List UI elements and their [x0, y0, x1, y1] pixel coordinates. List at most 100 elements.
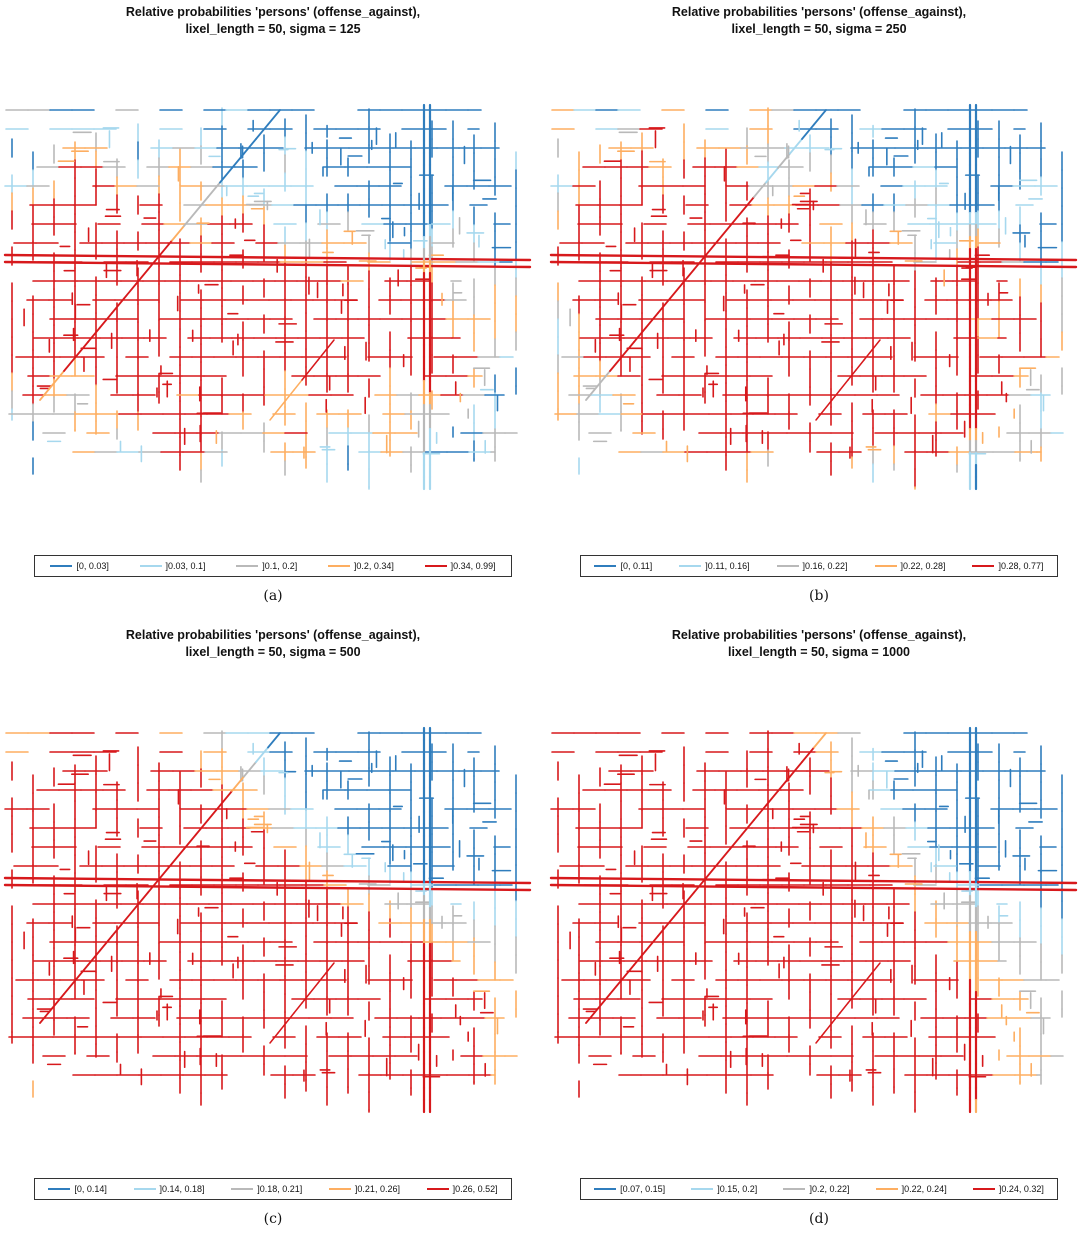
street-segment	[549, 876, 1078, 885]
panel-caption: (a)	[263, 588, 283, 604]
street-segment	[657, 920, 671, 937]
street-segment	[777, 152, 791, 169]
street-segment	[847, 369, 857, 381]
street-segment	[823, 399, 833, 411]
street-segment	[831, 389, 841, 401]
map-legend: [0, 0.14] ]0.14, 0.18] ]0.18, 0.21] ]0.2…	[34, 1178, 512, 1200]
street-segment	[765, 790, 779, 807]
panel-title: Relative probabilities 'persons' (offens…	[0, 4, 546, 38]
panel-title-line2: lixel_length = 50, sigma = 125	[185, 22, 361, 36]
street-segment	[693, 877, 707, 894]
street-segment	[171, 225, 185, 242]
street-segment	[789, 138, 803, 155]
legend-label: ]0.2, 0.22]	[809, 1184, 850, 1194]
legend-entry: ]0.16, 0.22]	[776, 561, 848, 571]
street-segment	[87, 326, 101, 343]
legend-entry: ]0.34, 0.99]	[424, 561, 496, 571]
legend-entry: ]0.14, 0.18]	[133, 1184, 205, 1194]
panel-title-line2: lixel_length = 50, sigma = 250	[731, 22, 907, 36]
legend-entry: ]0.28, 0.77]	[972, 561, 1044, 571]
street-segment	[801, 123, 815, 140]
street-segment	[777, 775, 791, 792]
legend-swatch	[972, 564, 995, 568]
street-segment	[159, 239, 173, 256]
street-segment	[871, 339, 881, 351]
street-segment	[3, 260, 532, 269]
panel-title-line1: Relative probabilities 'persons' (offens…	[671, 628, 967, 642]
legend-swatch	[679, 564, 702, 568]
panel-title: Relative probabilities 'persons' (offens…	[546, 4, 1092, 38]
street-segment	[3, 883, 532, 892]
legend-entry: ]0.22, 0.28]	[874, 561, 946, 571]
map-legend: [0, 0.11] ]0.11, 0.16] ]0.16, 0.22] ]0.2…	[580, 555, 1058, 577]
street-segment	[633, 326, 647, 343]
legend-swatch	[133, 1187, 156, 1191]
street-segment	[717, 848, 731, 865]
street-segment	[219, 167, 233, 184]
street-segment	[681, 268, 695, 285]
street-segment	[681, 891, 695, 908]
street-segment	[135, 268, 149, 285]
street-segment	[645, 312, 659, 329]
panel-caption: (d)	[809, 1211, 829, 1227]
street-network-map	[3, 726, 532, 1114]
legend-entry: [0, 0.03]	[50, 561, 109, 571]
street-segment	[231, 152, 245, 169]
map-panel-d: Relative probabilities 'persons' (offens…	[546, 623, 1092, 1243]
panel-title-line1: Relative probabilities 'persons' (offens…	[125, 5, 421, 19]
panel-title: Relative probabilities 'persons' (offens…	[0, 627, 546, 661]
street-segment	[597, 370, 611, 387]
street-segment	[839, 1002, 849, 1014]
street-segment	[847, 992, 857, 1004]
legend-swatch	[328, 1187, 351, 1191]
legend-entry: ]0.2, 0.22]	[783, 1184, 850, 1194]
panel-title-line1: Relative probabilities 'persons' (offens…	[125, 628, 421, 642]
legend-swatch	[50, 564, 73, 568]
street-segment	[765, 167, 779, 184]
legend-label: ]0.26, 0.52]	[452, 1184, 498, 1194]
legend-swatch	[48, 1187, 71, 1191]
panel-caption: (c)	[263, 1211, 283, 1227]
legend-entry: ]0.15, 0.2]	[691, 1184, 757, 1194]
street-segment	[207, 804, 221, 821]
legend-label: [0, 0.03]	[76, 561, 109, 571]
street-segment	[39, 384, 53, 401]
street-network-map	[549, 726, 1078, 1114]
street-segment	[705, 862, 719, 879]
street-segment	[585, 384, 599, 401]
street-segment	[171, 848, 185, 865]
street-segment	[815, 1032, 825, 1044]
legend-swatch	[231, 1187, 254, 1191]
legend-label: ]0.16, 0.22]	[802, 561, 848, 571]
legend-label: ]0.03, 0.1]	[165, 561, 206, 571]
street-segment	[301, 369, 311, 381]
legend-label: ]0.24, 0.32]	[998, 1184, 1044, 1194]
street-segment	[693, 254, 707, 271]
legend-swatch	[426, 1187, 449, 1191]
street-segment	[863, 349, 873, 361]
legend-entry: ]0.11, 0.16]	[679, 561, 750, 571]
street-segment	[597, 993, 611, 1010]
street-segment	[645, 935, 659, 952]
street-segment	[871, 962, 881, 974]
street-segment	[549, 883, 1078, 892]
street-segment	[657, 297, 671, 314]
legend-swatch	[424, 564, 447, 568]
street-segment	[51, 993, 65, 1010]
street-segment	[813, 109, 827, 126]
legend-label: ]0.15, 0.2]	[717, 1184, 758, 1194]
street-segment	[147, 877, 161, 894]
legend-label: [0, 0.14]	[74, 1184, 107, 1194]
legend-label: ]0.22, 0.24]	[901, 1184, 947, 1194]
street-segment	[51, 370, 65, 387]
street-segment	[801, 746, 815, 763]
street-segment	[317, 349, 327, 361]
street-segment	[87, 949, 101, 966]
street-segment	[717, 225, 731, 242]
street-segment	[63, 355, 77, 372]
street-segment	[195, 819, 209, 836]
street-segment	[621, 341, 635, 358]
legend-entry: [0, 0.11]	[594, 561, 652, 571]
street-segment	[741, 196, 755, 213]
street-segment	[123, 906, 137, 923]
